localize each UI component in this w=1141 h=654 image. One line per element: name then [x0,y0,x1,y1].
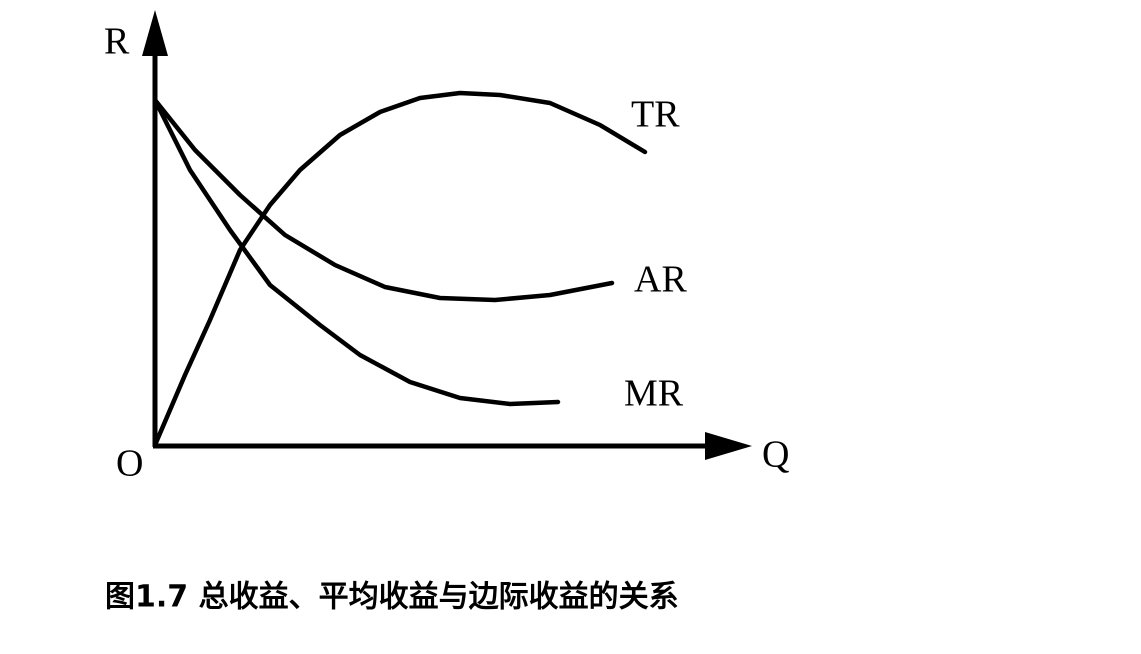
y-axis-label: R [104,21,130,63]
mr-curve [152,97,561,407]
tr-curve [152,90,648,448]
curve-label: TR [631,94,680,136]
curve-label: MR [624,373,684,415]
y-axis-arrow [142,10,168,56]
curve-label: AR [634,259,687,301]
origin-label: O [116,443,143,485]
caption: 图1.7 总收益、平均收益与边际收益的关系 [105,580,679,615]
ar-curve [152,97,615,303]
x-axis-label: Q [762,434,789,476]
x-axis-arrow [705,432,752,460]
